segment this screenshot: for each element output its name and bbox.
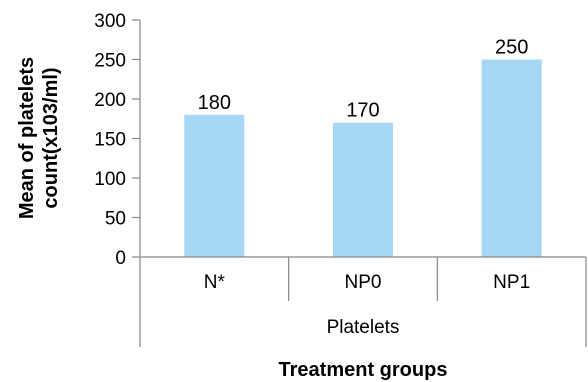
x-tick-label: NP1: [493, 272, 530, 293]
data-label: 180: [198, 92, 231, 114]
y-tick-label: 150: [94, 130, 126, 151]
y-tick-label: 250: [94, 51, 126, 72]
y-axis-title: Mean of platelets count(x103/ml): [16, 57, 62, 219]
y-tick-label: 300: [94, 11, 126, 32]
x-tick-label: NP0: [345, 272, 382, 293]
x-axis-title: Treatment groups: [279, 359, 448, 381]
bar: [481, 59, 542, 257]
data-label: 170: [346, 100, 379, 122]
data-label: 250: [495, 37, 528, 59]
y-axis-title-line-2: count(x103/ml): [40, 67, 62, 208]
group-label: Platelets: [327, 317, 400, 338]
bar: [333, 122, 393, 257]
y-tick-label: 50: [105, 209, 126, 230]
y-axis-title-line-1: Mean of platelets: [16, 57, 38, 219]
bars: 180 170 250: [184, 37, 542, 257]
bar: [184, 114, 245, 257]
x-tick-label: N*: [204, 272, 226, 293]
y-tick-label: 200: [94, 90, 126, 111]
y-tick-label: 0: [115, 248, 126, 269]
y-axis: 0 50 100 150 200 250 300: [94, 11, 141, 269]
y-tick-label: 100: [94, 169, 126, 190]
x-axis: N* NP0 NP1 Platelets: [139, 256, 587, 347]
